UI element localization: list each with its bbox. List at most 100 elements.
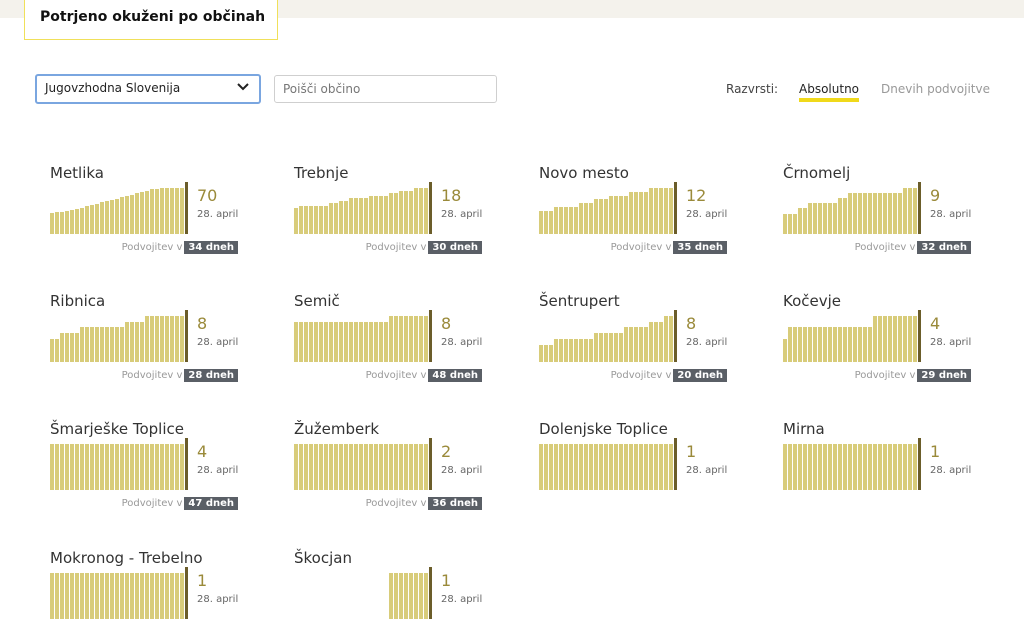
chart-bar <box>384 196 388 234</box>
page-title: Potrjeno okuženi po občinah <box>24 0 278 40</box>
chart-bar <box>664 444 668 490</box>
municipality-card[interactable]: Škocjan 1 28. april <box>294 549 494 630</box>
chart-bar <box>329 322 333 362</box>
chart-bar <box>639 192 643 234</box>
chart-bar <box>818 444 822 490</box>
chart-bar <box>394 444 398 490</box>
chart-bar <box>299 322 303 362</box>
municipality-card[interactable]: Mirna 1 28. april <box>783 420 983 532</box>
latest-day-marker <box>674 182 677 234</box>
chart-bar <box>115 199 119 234</box>
case-date: 28. april <box>441 337 483 348</box>
chart-bar <box>399 573 403 619</box>
chart-bar <box>165 444 169 490</box>
chart-bar <box>60 444 64 490</box>
chart-bar <box>898 193 902 234</box>
chart-bar <box>160 188 164 234</box>
chart-bar <box>549 444 553 490</box>
municipality-name: Trebnje <box>294 164 349 182</box>
chart-bar <box>150 316 154 362</box>
case-count: 70 <box>197 186 218 205</box>
region-select[interactable]: Jugovzhodna Slovenija <box>35 74 261 104</box>
chart-bar <box>833 444 837 490</box>
sort-absolute-tab[interactable]: Absolutno <box>799 82 860 102</box>
chart-bar <box>75 209 79 234</box>
municipality-card[interactable]: Metlika 70 28. april Podvojitev v 34 dneh <box>50 164 250 276</box>
municipality-card[interactable]: Mokronog - Trebelno 1 28. april <box>50 549 250 630</box>
chart-bar <box>329 203 333 234</box>
chart-bar <box>669 316 673 362</box>
chart-bar <box>329 444 333 490</box>
latest-day-marker <box>918 310 921 362</box>
case-count: 4 <box>197 442 208 461</box>
chart-bar <box>843 327 847 362</box>
chart-bar <box>783 444 787 490</box>
chart-bar <box>838 444 842 490</box>
case-date: 28. april <box>686 465 728 476</box>
latest-day-marker <box>918 182 921 234</box>
chart-bar <box>798 444 802 490</box>
latest-day-marker <box>429 182 432 234</box>
chart-bar <box>594 333 598 362</box>
chart-bar <box>110 573 114 619</box>
mini-bar-chart <box>50 567 188 619</box>
case-date: 28. april <box>930 465 972 476</box>
chart-bar <box>888 316 892 362</box>
chart-bar <box>384 322 388 362</box>
municipality-name: Novo mesto <box>539 164 629 182</box>
chart-bar <box>334 322 338 362</box>
chart-bar <box>140 322 144 362</box>
chart-bar <box>853 327 857 362</box>
doubling-label: Podvojitev v <box>610 242 672 253</box>
chart-bar <box>50 444 54 490</box>
municipality-card[interactable]: Črnomelj 9 28. april Podvojitev v 32 dneh <box>783 164 983 276</box>
municipality-card[interactable]: Kočevje 4 28. april Podvojitev v 29 dneh <box>783 292 983 404</box>
chart-bar <box>414 188 418 234</box>
chart-bar <box>424 444 428 490</box>
chart-bar <box>813 327 817 362</box>
sort-doubling-tab[interactable]: Dnevih podvojitve <box>881 82 990 96</box>
chart-bar <box>55 212 59 234</box>
municipality-card[interactable]: Ribnica 8 28. april Podvojitev v 28 dneh <box>50 292 250 404</box>
chart-bar <box>319 322 323 362</box>
chart-bar <box>828 327 832 362</box>
municipality-card[interactable]: Dolenjske Toplice 1 28. april <box>539 420 739 532</box>
doubling-badge: 47 dneh <box>184 497 238 510</box>
municipality-card[interactable]: Novo mesto 12 28. april Podvojitev v 35 dneh <box>539 164 739 276</box>
municipality-card[interactable]: Trebnje 18 28. april Podvojitev v 30 dneh <box>294 164 494 276</box>
chart-bar <box>579 339 583 362</box>
chart-bar <box>125 196 129 234</box>
doubling-badge: 29 dneh <box>917 369 971 382</box>
chart-bar <box>599 444 603 490</box>
doubling-info: Podvojitev v 47 dneh <box>122 497 238 510</box>
mini-bar-chart <box>539 182 677 234</box>
municipality-name: Šentrupert <box>539 292 620 310</box>
chart-bar <box>629 192 633 234</box>
chart-bar <box>659 444 663 490</box>
chart-bar <box>80 573 84 619</box>
municipality-card[interactable]: Semič 8 28. april Podvojitev v 48 dneh <box>294 292 494 404</box>
chart-bar <box>419 188 423 234</box>
chart-bar <box>414 573 418 619</box>
chart-bar <box>304 206 308 234</box>
chart-bar <box>654 444 658 490</box>
chart-bar <box>419 444 423 490</box>
doubling-label: Podvojitev v <box>121 498 183 509</box>
chart-bar <box>823 327 827 362</box>
chart-bar <box>853 193 857 234</box>
chart-bar <box>394 573 398 619</box>
doubling-info: Podvojitev v 29 dneh <box>855 369 971 382</box>
chart-bar <box>155 444 159 490</box>
municipality-card[interactable]: Šentrupert 8 28. april Podvojitev v 20 dneh <box>539 292 739 404</box>
chart-bar <box>404 573 408 619</box>
chart-bar <box>75 573 79 619</box>
chart-bar <box>170 444 174 490</box>
chart-bar <box>858 327 862 362</box>
search-input[interactable] <box>274 75 497 103</box>
chart-bar <box>639 327 643 362</box>
chart-bar <box>883 193 887 234</box>
municipality-card[interactable]: Žužemberk 2 28. april Podvojitev v 36 dneh <box>294 420 494 532</box>
chart-bar <box>374 322 378 362</box>
chart-bar <box>344 444 348 490</box>
